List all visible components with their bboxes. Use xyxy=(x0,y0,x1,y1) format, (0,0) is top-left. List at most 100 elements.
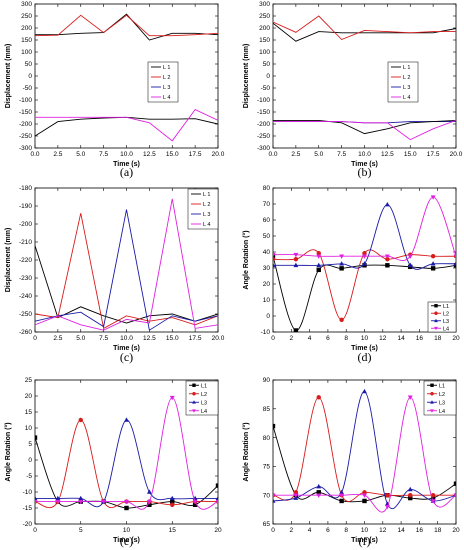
legend-marker xyxy=(430,383,434,387)
y-tick-label: -300 xyxy=(19,145,32,152)
series-group xyxy=(35,198,218,331)
y-tick-label: 50 xyxy=(263,233,271,240)
series-group xyxy=(35,395,218,511)
panel-a: 0.0 2.5 5.0 7.5 10.0 12.5 15.0 17.5 20.0 -300 -250… xyxy=(5,1,225,179)
y-axis-title: Angle Rotation (°) xyxy=(242,422,250,481)
y-tick-label: 70 xyxy=(263,201,271,208)
y-tick-label: -180 xyxy=(19,185,32,192)
y-tick-label: 200 xyxy=(21,25,32,32)
data-point-l1 xyxy=(362,498,367,504)
series-line-l4 xyxy=(35,109,218,142)
data-point-l3 xyxy=(362,388,367,394)
data-point-l4 xyxy=(430,195,436,200)
series-line-l4 xyxy=(273,396,456,513)
data-point-l4 xyxy=(293,493,299,498)
x-axis-title: Time (s) xyxy=(113,537,140,544)
data-point-l4 xyxy=(362,254,367,259)
data-point-l2 xyxy=(170,502,175,507)
x-tick-label: 0.0 xyxy=(30,151,39,158)
x-tick-label: 12.5 xyxy=(143,151,156,158)
legend-label: L 3 xyxy=(163,85,170,91)
legend-label: L2 xyxy=(443,311,449,317)
x-tick-label: 16 xyxy=(416,527,424,534)
x-tick-label: 0 xyxy=(33,335,37,342)
x-axis-title: Time (s) xyxy=(351,345,378,352)
series-line-l2 xyxy=(35,213,218,330)
x-tick-label: 8 xyxy=(344,335,348,342)
data-point-l4 xyxy=(316,254,322,259)
x-tick-label: 12.5 xyxy=(381,151,394,158)
legend-label: L 4 xyxy=(403,95,410,101)
x-tick-label: 2.5 xyxy=(291,151,300,158)
y-tick-label: -200 xyxy=(19,221,32,228)
y-tick-label: -250 xyxy=(257,133,270,140)
series-line-l3 xyxy=(35,209,218,331)
x-axis-title: Time (s) xyxy=(351,537,378,544)
legend-label: L3 xyxy=(201,400,207,406)
legend-label: L 1 xyxy=(203,192,210,198)
x-axis-title: Time (s) xyxy=(351,161,378,168)
legend-box xyxy=(387,61,419,103)
y-tick-label: 5 xyxy=(28,441,32,448)
data-point-l2 xyxy=(293,257,299,262)
y-tick-label: 250 xyxy=(259,13,270,20)
series-line-l1 xyxy=(35,245,218,324)
x-tick-label: 6 xyxy=(326,527,330,534)
legend-marker xyxy=(434,326,438,331)
y-tick-label: -250 xyxy=(19,311,32,318)
data-point-l3 xyxy=(55,495,61,501)
data-point-l3 xyxy=(339,261,345,266)
x-tick-label: 20 xyxy=(452,527,460,534)
data-point-l2 xyxy=(430,493,436,498)
y-tick-label: 60 xyxy=(263,217,271,224)
data-point-l3 xyxy=(339,489,345,495)
x-tick-label: 2 xyxy=(289,527,293,534)
y-tick-label: 30 xyxy=(263,265,271,272)
data-point-l3 xyxy=(407,486,413,492)
legend-box xyxy=(187,188,219,230)
y-tick-label: -100 xyxy=(19,97,32,104)
legend: L 1 L 2 L 3 L 4 xyxy=(187,188,219,230)
y-tick-label: 200 xyxy=(259,25,270,32)
panel-label: (b) xyxy=(358,165,372,179)
x-tick-label: 0 xyxy=(271,335,275,342)
y-tick-label: -150 xyxy=(257,109,270,116)
legend: L 1 L 2 L 3 L 4 xyxy=(147,61,179,103)
y-tick-label: 10 xyxy=(263,297,271,304)
series-line-l1 xyxy=(35,437,218,509)
plot-frame xyxy=(34,3,219,149)
y-tick-label: -10 xyxy=(261,329,271,336)
x-tick-label: 12 xyxy=(379,335,387,342)
x-tick-label: 14 xyxy=(397,527,405,534)
legend: L1 L2 L3 L4 xyxy=(185,380,219,416)
x-tick-label: 18 xyxy=(434,527,442,534)
data-point-l3 xyxy=(384,202,390,207)
y-tick-label: 40 xyxy=(263,249,271,256)
series-line-l2 xyxy=(35,14,218,37)
series-group xyxy=(273,195,456,332)
y-tick-label: 25 xyxy=(25,377,33,384)
y-tick-label: 80 xyxy=(263,185,271,192)
legend-box xyxy=(147,61,179,103)
legend-label: L4 xyxy=(201,409,207,415)
x-tick-label: 0.0 xyxy=(268,151,277,158)
x-tick-label: 20.0 xyxy=(450,151,463,158)
y-axis-title: Displacement (mm) xyxy=(243,44,250,109)
data-point-l2 xyxy=(293,490,299,495)
x-tick-label: 20.0 xyxy=(212,335,225,342)
x-tick-label: 0 xyxy=(33,527,37,534)
y-tick-label: 0 xyxy=(28,457,32,464)
legend-marker xyxy=(192,392,196,396)
y-tick-label: -50 xyxy=(23,85,33,92)
data-point-l3 xyxy=(273,262,276,268)
x-tick-label: 6 xyxy=(326,335,330,342)
series-group xyxy=(273,388,456,513)
data-point-l2 xyxy=(78,417,83,423)
panel-label: (d) xyxy=(358,350,372,364)
data-point-l4 xyxy=(124,499,129,505)
legend-marker xyxy=(430,392,434,396)
data-point-l4 xyxy=(316,493,322,498)
x-tick-label: 2.5 xyxy=(53,151,62,158)
y-tick-label: 250 xyxy=(21,13,32,20)
legend-label: L2 xyxy=(201,392,207,398)
